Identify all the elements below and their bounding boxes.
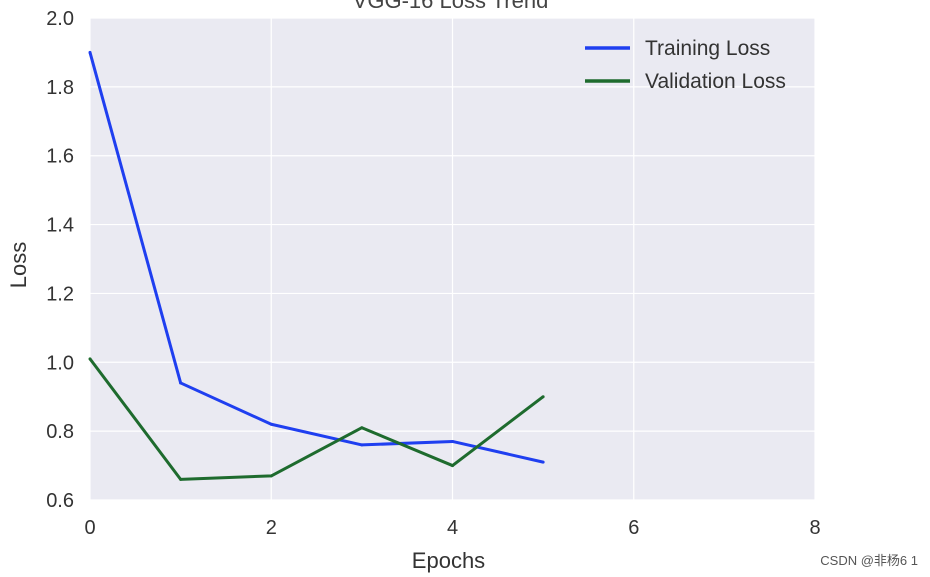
y-tick-label: 0.6	[46, 490, 74, 512]
data-point	[179, 477, 183, 481]
data-point	[360, 426, 364, 430]
tick-labels: 0 2 4 6 8 0.6 0.8 1.0 1.2 1.4 1.6 1.8 2.0	[46, 8, 820, 539]
grid	[89, 17, 816, 501]
legend-label: Training Loss	[645, 37, 770, 60]
series-line-validation-loss	[88, 357, 545, 481]
data-point	[88, 50, 92, 54]
y-tick-label: 1.2	[46, 283, 74, 305]
y-tick-label: 1.6	[46, 146, 74, 168]
chart-title: VGG-16 Loss Trend	[353, 0, 549, 13]
x-tick-label: 4	[447, 517, 458, 539]
data-point	[451, 439, 454, 443]
y-axis-title: Loss	[6, 242, 31, 288]
series-lines	[88, 50, 545, 481]
data-point	[541, 395, 545, 399]
y-tick-label: 1.4	[46, 215, 74, 237]
data-point	[541, 460, 545, 464]
y-tick-label: 2.0	[46, 8, 74, 30]
y-tick-label: 0.8	[46, 421, 74, 443]
data-point	[360, 443, 364, 447]
data-point	[269, 422, 273, 426]
y-tick-label: 1.0	[46, 352, 74, 374]
series-line-training-loss	[88, 52, 544, 464]
legend: Training Loss Validation Loss	[585, 37, 786, 93]
x-tick-label: 2	[266, 517, 277, 539]
x-tick-label: 0	[84, 517, 95, 539]
data-point	[451, 464, 454, 468]
data-point	[88, 357, 92, 361]
x-axis-title: Epochs	[412, 548, 485, 573]
x-tick-label: 8	[809, 517, 820, 539]
x-tick-label: 6	[628, 517, 639, 539]
legend-label: Validation Loss	[645, 70, 786, 93]
y-tick-label: 1.8	[46, 77, 74, 99]
data-point	[179, 381, 183, 385]
data-point	[269, 474, 273, 478]
watermark-text: CSDN @非杨6 1	[820, 553, 918, 568]
